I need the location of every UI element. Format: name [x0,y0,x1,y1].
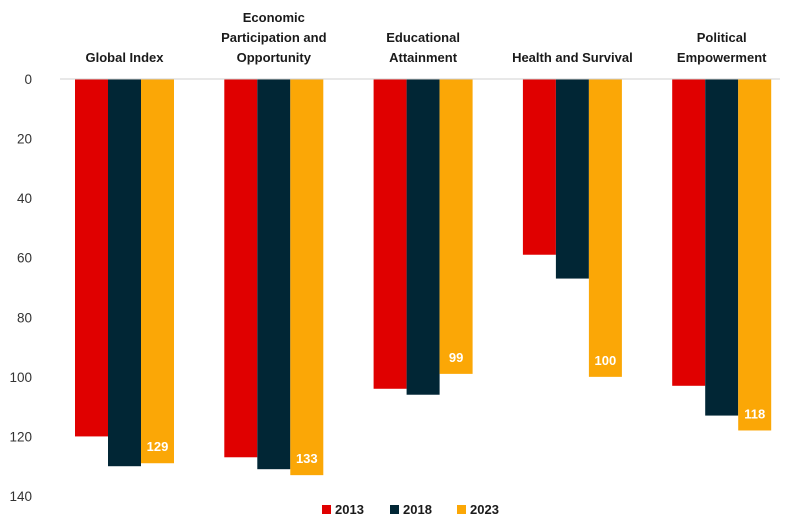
legend-label: 2018 [403,502,432,517]
category-label: Health and Survival [512,50,633,65]
bar-2023 [738,79,772,431]
legend-item-2023: 2023 [457,502,499,517]
legend-item-2018: 2018 [390,502,432,517]
bar-2013 [224,79,258,458]
y-tick-label: 60 [17,251,32,266]
data-label-2023: 100 [595,353,617,368]
legend-swatch [322,505,331,514]
bar-2023 [290,79,324,476]
category-label: Political Empowerment [677,30,767,65]
legend-label: 2013 [335,502,364,517]
y-tick-label: 0 [24,72,32,87]
bar-2013 [373,79,407,389]
category-label: Economic Participation and Opportunity [221,10,327,65]
y-tick-label: 120 [9,429,32,444]
y-tick-label: 100 [9,370,32,385]
data-labels: 129 133 99 100 118 [147,350,766,466]
y-tick-label: 80 [17,310,32,325]
data-label-2023: 118 [744,406,765,421]
y-axis-tick-labels: 0 20 40 60 80 100 120 140 [9,72,32,504]
legend-item-2013: 2013 [322,502,364,517]
bar-2023 [439,79,473,374]
legend-label: 2023 [470,502,499,517]
bar-2013 [75,79,108,437]
data-label-2023: 99 [449,350,463,365]
data-label-2023: 129 [147,439,169,454]
category-label: Educational Attainment [386,30,460,65]
bar-2018 [257,79,291,470]
data-label-2023: 133 [296,451,318,466]
bar-2023 [141,79,174,464]
bar-2018 [555,79,589,279]
y-tick-label: 140 [9,489,32,504]
legend-swatch [457,505,466,514]
bar-2018 [705,79,739,416]
bar-2013 [522,79,556,255]
bar-2018 [108,79,141,467]
bars [75,79,772,476]
y-tick-label: 20 [17,132,32,147]
bar-2013 [672,79,706,386]
legend-swatch [390,505,399,514]
legend: 2013 2018 2023 [322,502,499,517]
category-label: Global Index [85,50,164,65]
bar-2023 [588,79,622,377]
category-labels: Global Index Economic Participation and Opp… [85,10,767,65]
bar-2018 [406,79,440,395]
y-tick-label: 40 [17,191,32,206]
